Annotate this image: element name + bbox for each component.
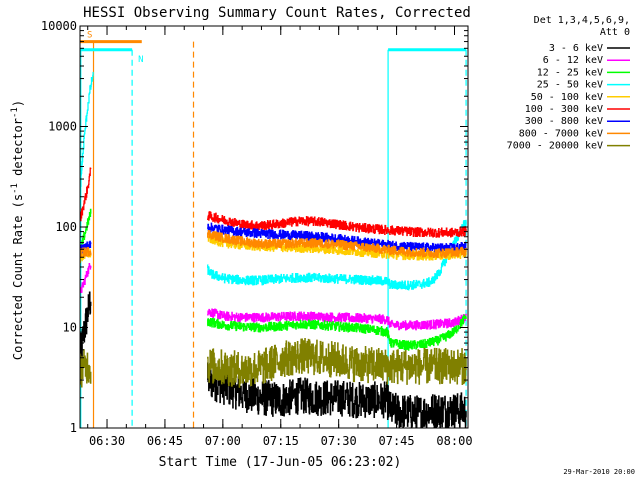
x-tick-label-0: 06:30 [89, 434, 125, 448]
legend-label-6: 300 - 800 keV [525, 116, 603, 127]
y-tick-label-1: 10 [63, 321, 77, 335]
series-line-3-0 [80, 71, 94, 188]
legend-label-8: 7000 - 20000 keV [507, 141, 603, 152]
axes: 1 10 100 1000 10000 06:30 06:45 07:00 07:15 07:30… [41, 19, 473, 448]
legend-label-3: 25 - 50 keV [537, 80, 603, 91]
footer-date: 29-Mar-2010 20:00 [563, 468, 635, 476]
series-line-8-0 [80, 349, 92, 388]
series-line-2-0 [80, 208, 92, 254]
legend-label-7: 800 - 7000 keV [519, 128, 603, 139]
legend-header-0: Det 1,3,4,5,6,9, [534, 15, 630, 26]
series-8 [80, 338, 467, 388]
series-group [80, 71, 467, 428]
series-line-0-0 [80, 291, 92, 364]
series-line-3-1 [207, 220, 467, 291]
series-line-0-1 [207, 362, 467, 428]
series-line-2-1 [207, 314, 467, 351]
legend-label-4: 50 - 100 keV [531, 92, 603, 103]
y-tick-label-2: 100 [55, 220, 77, 234]
series-line-8-1 [207, 338, 467, 388]
x-tick-label-1: 06:45 [147, 434, 183, 448]
y-tick-label-3: 1000 [48, 120, 77, 134]
x-tick-label-5: 07:45 [379, 434, 415, 448]
y-axis-label: Corrected Count Rate (s-1 detector-1) [10, 100, 25, 360]
legend-label-2: 12 - 25 keV [537, 67, 603, 78]
series-line-6-0 [80, 240, 92, 254]
legend-label-5: 100 - 300 keV [525, 104, 603, 115]
legend-header-1: Att 0 [600, 27, 630, 38]
x-tick-label-4: 07:30 [321, 434, 357, 448]
series-line-5-1 [207, 211, 467, 238]
legend-label-0: 3 - 6 keV [549, 43, 603, 54]
series-line-7-1 [207, 230, 467, 259]
flag-bars: SN [80, 31, 467, 428]
flag-label-1: N [138, 55, 143, 65]
series-0 [80, 291, 467, 428]
x-tick-label-2: 07:00 [205, 434, 241, 448]
y-tick-label-4: 10000 [41, 19, 77, 33]
x-tick-label-3: 07:15 [263, 434, 299, 448]
chart-title: HESSI Observing Summary Count Rates, Cor… [83, 5, 471, 21]
x-tick-label-6: 08:00 [436, 434, 472, 448]
legend-label-1: 6 - 12 keV [543, 55, 603, 66]
flag-label-0: S [87, 31, 92, 41]
series-line-5-0 [80, 167, 92, 222]
series-3 [80, 71, 467, 291]
series-1 [80, 262, 467, 331]
series-line-1-1 [207, 308, 467, 331]
y-tick-label-0: 1 [70, 421, 77, 435]
series-2 [80, 208, 467, 351]
series-5 [80, 167, 467, 238]
series-line-1-0 [80, 262, 92, 294]
x-axis-label: Start Time (17-Jun-05 06:23:02) [159, 455, 402, 470]
